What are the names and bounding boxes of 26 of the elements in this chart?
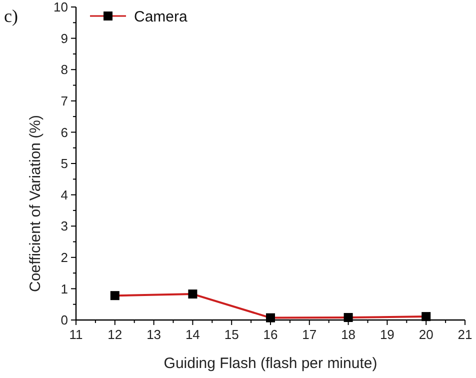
y-tick-label: 2 [60, 250, 68, 265]
y-tick-label: 4 [60, 187, 68, 202]
y-tick-label: 0 [60, 312, 68, 328]
y-axis-title: Coefficient of Variation (%) [27, 114, 44, 292]
y-tick-label: 5 [60, 156, 68, 172]
x-tick-label: 16 [263, 327, 278, 342]
x-tick-label: 12 [108, 327, 122, 342]
x-tick-label: 21 [458, 327, 472, 342]
x-tick-label: 20 [418, 327, 434, 342]
y-tick-label: 6 [60, 124, 68, 140]
y-tick-label: 7 [60, 93, 68, 108]
legend-label: Camera [134, 8, 188, 26]
y-tick-label: 8 [60, 62, 68, 78]
text: c) [4, 6, 18, 26]
x-tick-label: 19 [380, 327, 394, 342]
y-tick-label: 9 [60, 30, 68, 46]
x-tick-label: 11 [69, 327, 83, 342]
y-tick-label: 3 [60, 218, 68, 234]
x-tick-label: 18 [341, 327, 356, 342]
x-axis-title: Guiding Flash (flash per minute) [164, 355, 378, 372]
x-tick-label: 15 [224, 327, 239, 342]
x-tick-label: 17 [302, 327, 317, 342]
x-tick-label: 13 [146, 327, 162, 342]
y-tick-label: 1 [60, 281, 68, 296]
x-tick-label: 14 [185, 327, 200, 342]
y-tick-label: 10 [54, 0, 68, 15]
